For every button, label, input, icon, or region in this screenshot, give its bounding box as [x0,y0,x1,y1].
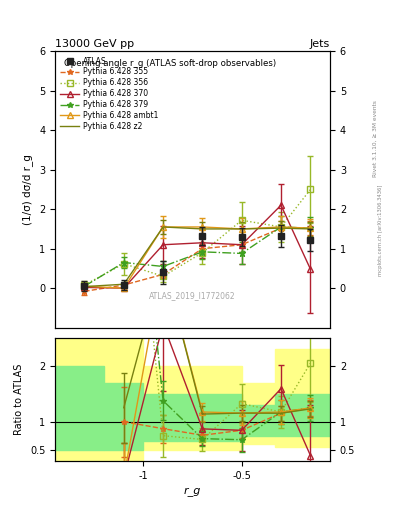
Bar [177,366,208,450]
Text: Rivet 3.1.10, ≥ 3M events: Rivet 3.1.10, ≥ 3M events [373,100,378,177]
Text: ATLAS_2019_I1772062: ATLAS_2019_I1772062 [149,291,236,300]
Bar [242,382,275,444]
Bar [143,366,177,450]
Bar [55,366,104,450]
Text: Opening angle r_g (ATLAS soft-drop observables): Opening angle r_g (ATLAS soft-drop obser… [64,59,277,69]
Bar [275,349,330,447]
Y-axis label: (1/σ) dσ/d r_g: (1/σ) dσ/d r_g [22,154,33,225]
Text: mcplots.cern.ch [arXiv:1306.3436]: mcplots.cern.ch [arXiv:1306.3436] [378,185,383,276]
Bar [242,405,275,436]
Bar [177,394,208,441]
Bar [275,394,330,436]
Bar [208,366,242,450]
Bar [104,338,143,461]
Y-axis label: Ratio to ATLAS: Ratio to ATLAS [15,364,24,435]
Legend: ATLAS, Pythia 6.428 355, Pythia 6.428 356, Pythia 6.428 370, Pythia 6.428 379, P: ATLAS, Pythia 6.428 355, Pythia 6.428 35… [59,55,160,133]
Text: 13000 GeV pp: 13000 GeV pp [55,39,134,49]
Bar [208,394,242,441]
Bar [55,338,104,461]
X-axis label: r_g: r_g [184,486,201,496]
Bar [143,394,177,441]
Bar [104,382,143,450]
Text: Jets: Jets [310,39,330,49]
